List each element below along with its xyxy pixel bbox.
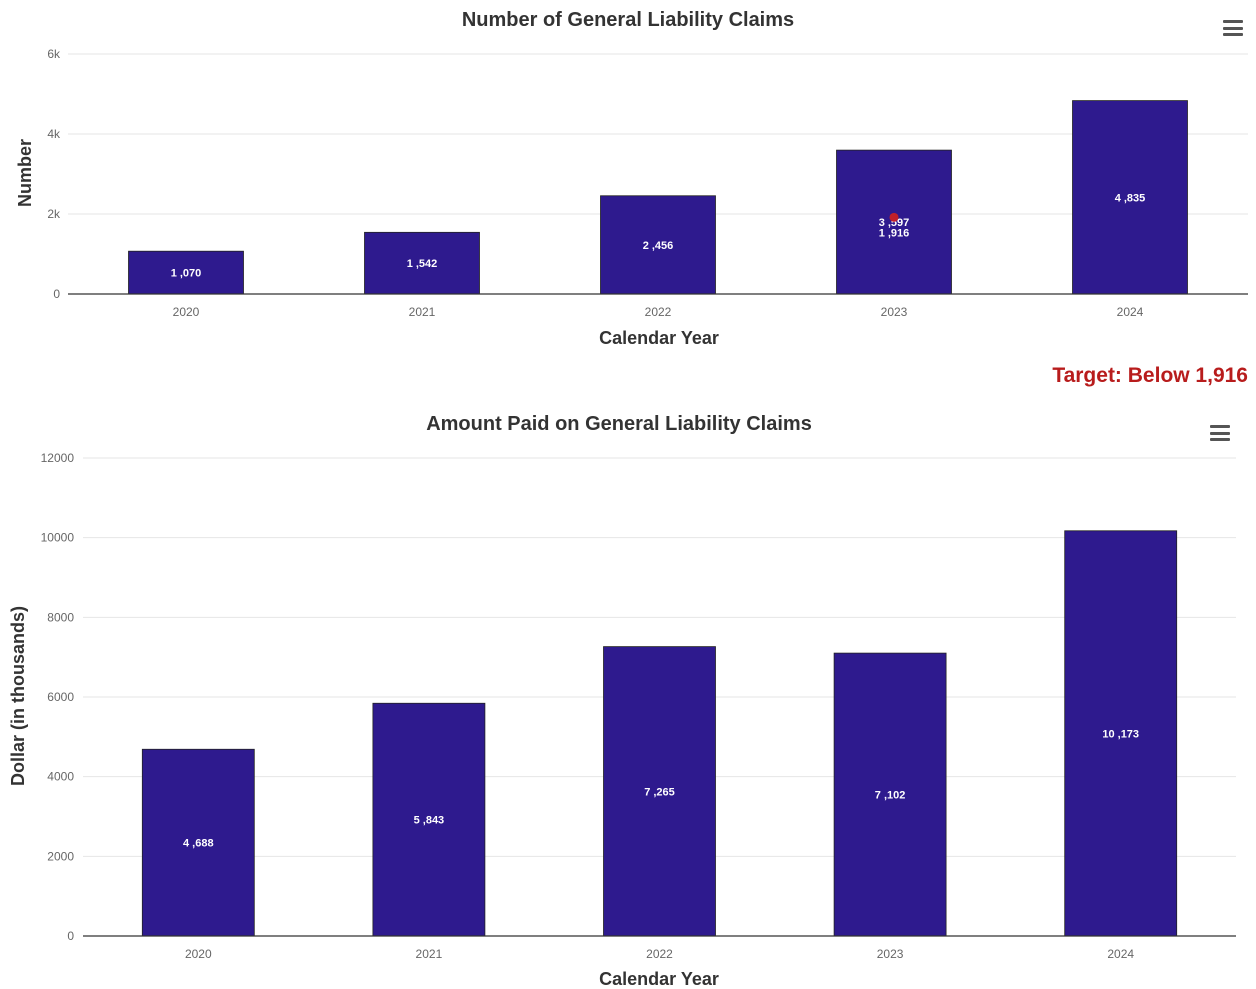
amount-paid-chart-svg: Amount Paid on General Liability Claims …	[8, 413, 1236, 989]
y-tick-label: 6k	[47, 47, 61, 61]
data-label-2021: 1 ,542	[407, 258, 438, 270]
data-label-2021: 5 ,843	[414, 815, 445, 827]
data-label-2022: 2 ,456	[643, 240, 674, 252]
bar-2022[interactable]	[600, 195, 716, 295]
data-label-2023: 7 ,102	[875, 790, 906, 802]
claims-count-chart-svg: Number of General Liability Claims Calen…	[15, 9, 1248, 348]
amount-paid-chart: Amount Paid on General Liability Claims …	[0, 400, 1256, 989]
data-label-2020: 4 ,688	[183, 838, 214, 850]
data-label-2024: 10 ,173	[1102, 728, 1139, 740]
data-label-2023: 3 ,597	[879, 217, 910, 229]
x-tick-label: 2020	[185, 947, 212, 961]
y-tick-label: 8000	[47, 610, 74, 624]
x-tick-label: 2022	[645, 305, 672, 319]
chart-title: Number of General Liability Claims	[462, 9, 794, 31]
y-tick-labels: 0 2k 4k 6k	[47, 47, 61, 301]
y-tick-label: 4000	[47, 770, 74, 784]
target-marker-label: 1 ,916	[879, 227, 910, 239]
x-axis-title: Calendar Year	[599, 969, 719, 989]
claims-count-chart: Number of General Liability Claims Calen…	[0, 0, 1256, 360]
y-axis-title: Dollar (in thousands)	[8, 606, 28, 786]
x-tick-label: 2022	[646, 947, 673, 961]
y-tick-label: 2k	[47, 207, 61, 221]
x-tick-label: 2023	[877, 947, 904, 961]
data-label-2024: 4 ,835	[1115, 192, 1146, 204]
x-tick-label: 2020	[173, 305, 200, 319]
x-tick-label: 2024	[1117, 305, 1144, 319]
x-tick-label: 2021	[409, 305, 436, 319]
bar-2022[interactable]	[603, 646, 716, 937]
y-tick-labels: 0 2000 4000 6000 8000 10000 12000	[41, 451, 75, 943]
x-tick-label: 2023	[881, 305, 908, 319]
chart-title: Amount Paid on General Liability Claims	[426, 413, 812, 435]
y-tick-label: 0	[67, 929, 74, 943]
y-tick-label: 4k	[47, 127, 61, 141]
data-label-2022: 7 ,265	[644, 786, 675, 798]
x-axis-title: Calendar Year	[599, 328, 719, 348]
bar-2020[interactable]	[128, 250, 244, 295]
bar-2024[interactable]	[1064, 530, 1178, 937]
bar-2020[interactable]	[141, 748, 255, 937]
y-axis-title: Number	[15, 139, 35, 207]
target-marker[interactable]	[889, 212, 899, 222]
y-tick-label: 2000	[47, 849, 74, 863]
target-note: Target: Below 1,916	[1052, 364, 1248, 387]
chart-menu-icon[interactable]	[1210, 425, 1230, 441]
y-tick-label: 12000	[41, 451, 75, 465]
x-tick-label: 2021	[416, 947, 443, 961]
y-tick-label: 6000	[47, 690, 74, 704]
x-tick-label: 2024	[1107, 947, 1134, 961]
y-tick-label: 0	[53, 287, 60, 301]
bar-2023[interactable]	[836, 149, 952, 295]
chart-menu-icon[interactable]	[1223, 20, 1243, 36]
bar-2021[interactable]	[364, 231, 480, 295]
y-tick-label: 10000	[41, 531, 75, 545]
data-label-2020: 1 ,070	[171, 268, 202, 280]
bar-2021[interactable]	[372, 702, 486, 937]
